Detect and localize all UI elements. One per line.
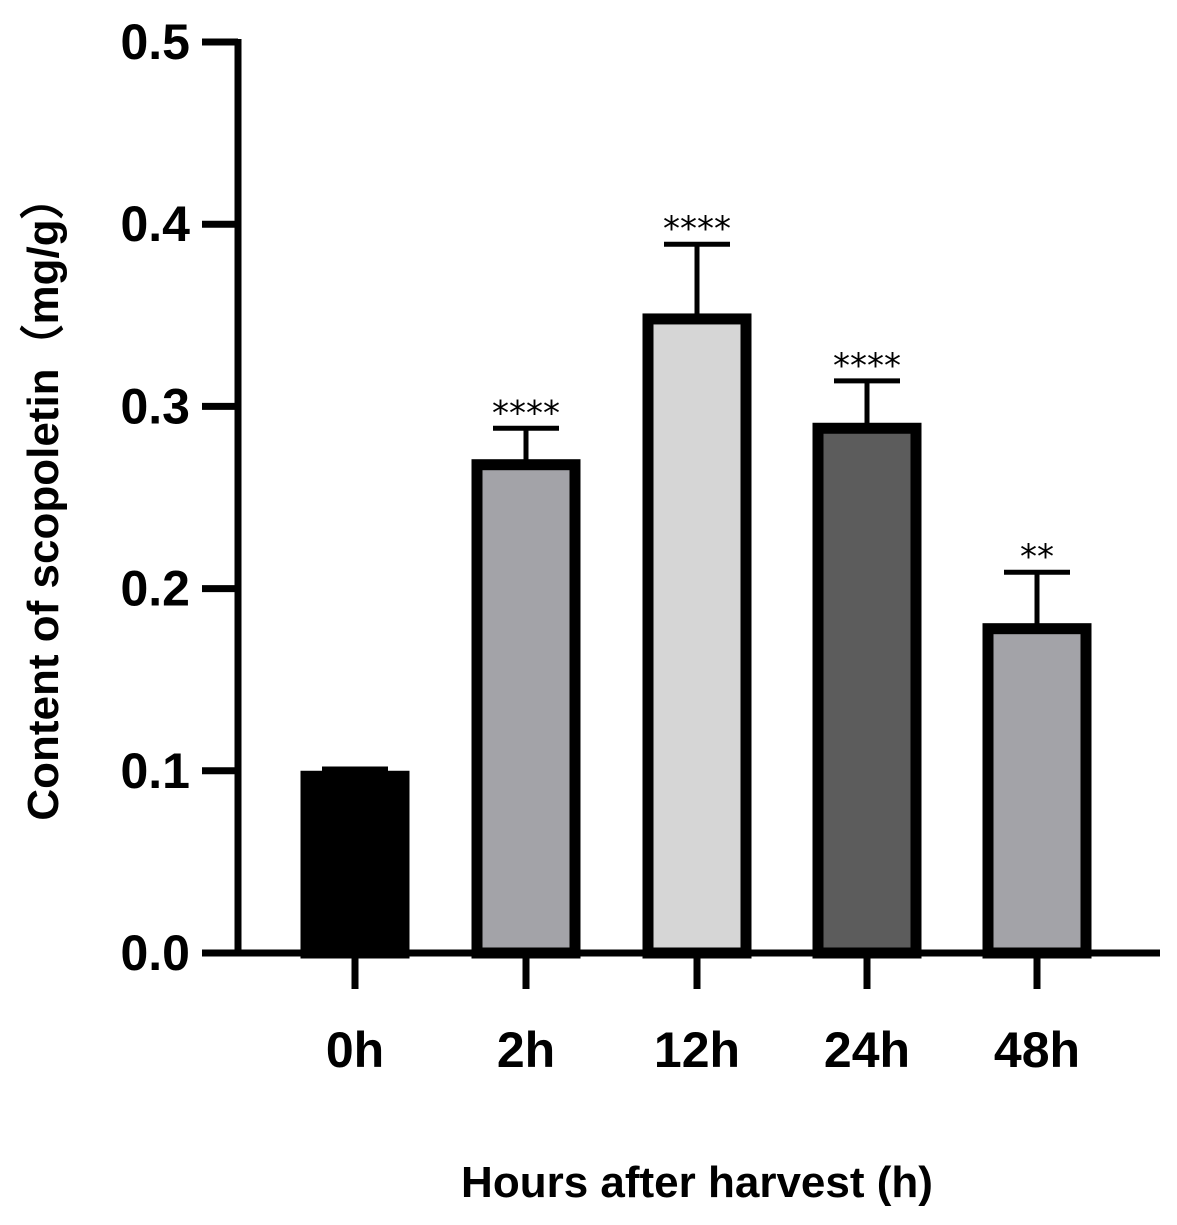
significance-label: ****: [492, 393, 560, 433]
x-tick-label: 0h: [326, 1022, 384, 1078]
y-tick-label: 0.4: [120, 196, 190, 252]
y-tick-label: 0.2: [120, 561, 190, 617]
x-tick-label: 24h: [824, 1022, 910, 1078]
y-tick-label: 0.0: [120, 925, 190, 981]
x-tick-label: 48h: [994, 1022, 1080, 1078]
bar: [812, 422, 922, 959]
bar: [471, 459, 581, 959]
bar: [300, 770, 410, 959]
y-tick-label: 0.1: [120, 743, 190, 799]
chart-marks: **************: [300, 209, 1092, 959]
x-tick-label: 2h: [497, 1022, 555, 1078]
significance-label: **: [1020, 537, 1054, 577]
x-axis-title: Hours after harvest (h): [461, 1158, 933, 1207]
y-axis-title: Content of scopoletin（mg/g）: [19, 175, 68, 820]
chart-axes: [202, 39, 1160, 957]
bar: [982, 623, 1092, 959]
significance-label: ****: [833, 346, 901, 386]
chart-ticks: 0.0 0.1 0.2 0.3 0.4 0.5 0h 2h 12h 24h 48h: [120, 14, 1080, 1078]
y-tick-label: 0.5: [120, 14, 190, 70]
bar: [642, 313, 752, 959]
significance-label: ****: [663, 209, 731, 249]
y-tick-label: 0.3: [120, 378, 190, 434]
x-tick-label: 12h: [654, 1022, 740, 1078]
